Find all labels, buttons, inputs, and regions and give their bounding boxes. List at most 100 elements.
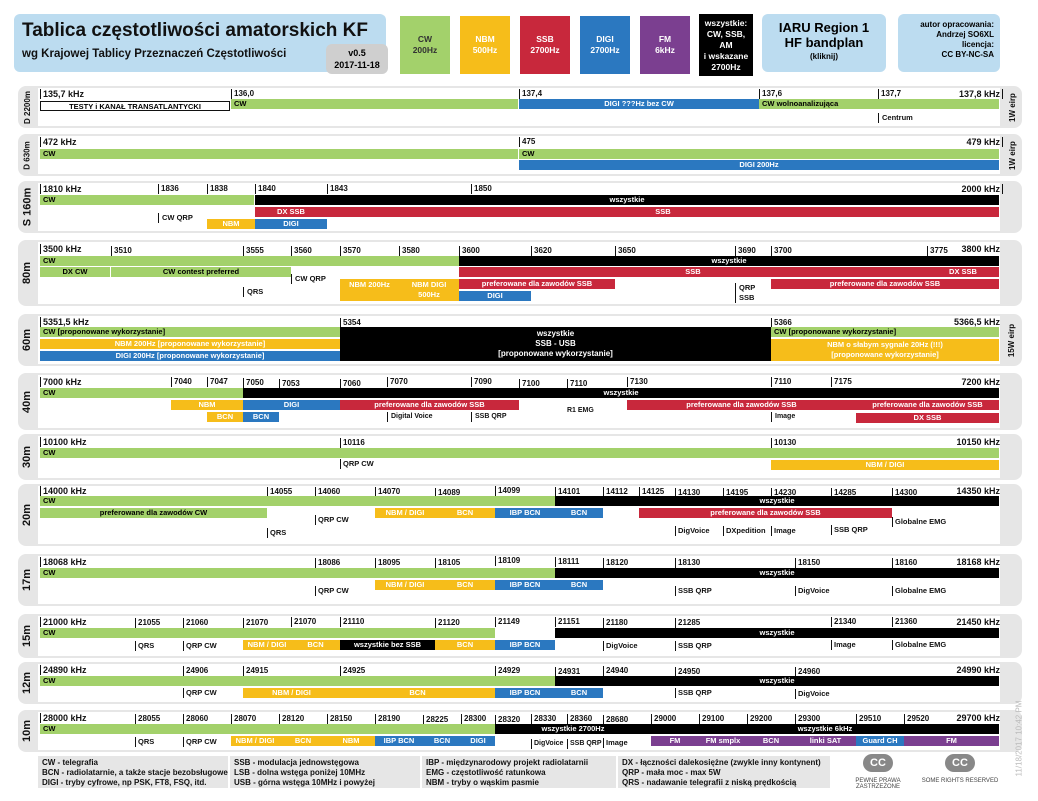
seg-80m-contestssb1: preferowane dla zawodów SSB xyxy=(459,279,615,289)
label-15m-image: Image xyxy=(831,640,856,650)
mark-30m: 10130 xyxy=(771,438,796,448)
label-160m-cwqrp: CW QRP xyxy=(158,213,193,223)
legend-ssb-sub: 2700Hz xyxy=(530,45,560,55)
mark-12m: 24929 xyxy=(495,666,520,676)
side-label-60m: 15W eirp xyxy=(1002,314,1022,366)
band-name-40m: 40m xyxy=(21,390,33,413)
seg-12m-bcn2: BCN xyxy=(555,688,603,698)
mark-80m: 3690 xyxy=(735,246,756,256)
mark-40m: 7047 xyxy=(207,377,228,387)
label-17m-emg: Globalne EMG xyxy=(892,586,946,596)
footer-col4-line: QRP - mała moc - max 5W xyxy=(622,768,721,777)
label-17m-ssbqrp: SSB QRP xyxy=(675,586,712,596)
mark-80m: 3700 xyxy=(771,246,792,256)
side-label-2200m: 1W eirp xyxy=(1002,86,1022,128)
iaru-link[interactable]: (kliknij) xyxy=(809,52,838,61)
seg-80m-digi: DIGI xyxy=(459,291,531,301)
seg-10m-digi: DIGI xyxy=(461,736,495,746)
band-label-17m: 17m xyxy=(18,554,36,606)
mark-2200m: 137,4 xyxy=(519,89,542,99)
mark-15m-start: 21000 kHz xyxy=(40,617,87,627)
label-15m-digvoice: DigVoice xyxy=(603,641,638,651)
mark-17m-start: 18068 kHz xyxy=(40,557,87,567)
mark-10m: 29000 xyxy=(651,714,676,724)
iaru-bandplan-link[interactable]: IARU Region 1 HF bandplan (kliknij) xyxy=(762,14,886,72)
mark-10m-end: 29700 kHz xyxy=(956,713,1000,723)
legend-digi-sub: 2700Hz xyxy=(590,45,620,55)
mark-60m: 5354 xyxy=(340,318,361,328)
seg-17m-cw: CW xyxy=(40,568,555,578)
seg-10m-fm1: FM xyxy=(651,736,699,746)
mark-12m: 24940 xyxy=(603,666,628,676)
legend-ssb: SSB 2700Hz xyxy=(520,16,570,74)
mark-80m: 3560 xyxy=(291,246,312,256)
label-10m-qrpcw: QRP CW xyxy=(183,737,217,747)
seg-10m-cw: CW xyxy=(40,724,495,734)
timestamp-text: 11/18/2017 10:42 PM xyxy=(1014,700,1024,776)
mark-80m-start: 3500 kHz xyxy=(40,244,82,254)
mark-80m: 3580 xyxy=(399,246,420,256)
band-label-20m: 20m xyxy=(18,484,36,546)
legend-fm-sub: 6kHz xyxy=(655,45,675,55)
band-label-2200m: D 2200m xyxy=(18,86,36,128)
legend-all-sub: i wskazane 2700Hz xyxy=(703,50,749,72)
mark-10m: 28070 xyxy=(231,714,256,724)
mark-10m: 28120 xyxy=(279,714,304,724)
mark-10m: 28060 xyxy=(183,714,208,724)
seg-2200m-test: TESTY i KANAŁ TRANSATLANTYCKI xyxy=(40,101,230,111)
label-80m-cwqrp: CW QRP xyxy=(291,274,326,284)
mark-20m: 14055 xyxy=(267,487,292,497)
iaru-line1: IARU Region 1 xyxy=(778,20,870,35)
seg-40m-contestssb3: preferowane dla zawodów SSB xyxy=(856,400,999,410)
page-subtitle: wg Krajowej Tablicy Przeznaczeń Częstotl… xyxy=(22,48,287,60)
seg-10m-sat: linki SAT xyxy=(795,736,856,746)
mark-30m: 10116 xyxy=(340,438,365,448)
mark-630m-end: 479 kHz xyxy=(930,137,1003,147)
cc-text-pl: PEWNE PRAWA ZASTRZEŻONE xyxy=(855,778,901,790)
seg-80m-contest: CW contest preferred xyxy=(111,267,291,277)
mark-80m: 3510 xyxy=(111,246,132,256)
seg-80m-all: wszystkie xyxy=(459,256,999,266)
seg-40m-all: wszystkie xyxy=(243,388,999,398)
mark-10m: 28360 xyxy=(567,714,592,724)
label-12m-digvoice: DigVoice xyxy=(795,689,830,699)
seg-10m-fm2: FM xyxy=(904,736,999,746)
seg-160m-nbm: NBM xyxy=(207,219,255,229)
label-20m-emg: Globalne EMG xyxy=(892,517,946,527)
mark-2200m: 137,6 xyxy=(759,89,782,99)
title-panel: Tablica częstotliwości amatorskich KF wg… xyxy=(14,14,388,74)
seg-60m-all-l1: wszystkie xyxy=(536,329,575,338)
mark-15m: 21285 xyxy=(675,618,700,628)
label-40m-image: Image xyxy=(771,412,795,422)
mark-20m: 14101 xyxy=(555,487,580,497)
label-10m-qrs: QRS xyxy=(135,737,154,747)
mark-10m: 28330 xyxy=(531,714,556,724)
legend-all: wszystkie: CW, SSB, AM i wskazane 2700Hz xyxy=(699,14,753,76)
label-40m-digvoice: Digital Voice xyxy=(387,412,433,422)
mark-12m-end: 24990 kHz xyxy=(956,665,1000,675)
band-name-160m: S 160m xyxy=(21,187,33,227)
seg-80m-dxcw: DX CW xyxy=(40,267,110,277)
footer-col2-line: USB - górna wstęga 10MHz i powyżej xyxy=(234,778,375,787)
seg-80m-nbm200: NBM 200Hz xyxy=(340,279,399,301)
seg-2200m-cw: CW xyxy=(231,99,518,109)
seg-60m-all-l2: SSB - USB xyxy=(535,339,576,348)
mark-17m: 18105 xyxy=(435,558,460,568)
mark-80m: 3570 xyxy=(340,246,361,256)
mark-30m-start: 10100 kHz xyxy=(40,437,87,447)
legend-nbm: NBM 500Hz xyxy=(460,16,510,74)
label-15m-ssbqrp: SSB QRP xyxy=(675,641,712,651)
label-30m-qrpcw: QRP CW xyxy=(340,459,374,469)
seg-40m-contestssb1: preferowane dla zawodów SSB xyxy=(340,400,519,410)
mark-80m-end: 3800 kHz xyxy=(961,244,1000,254)
mark-40m: 7050 xyxy=(243,378,264,388)
band-label-60m: 60m xyxy=(18,314,36,366)
band-label-30m: 30m xyxy=(18,434,36,480)
band-label-15m: 15m xyxy=(18,614,36,658)
label-10m-ssbqrp: SSB QRP xyxy=(567,739,602,749)
band-name-630m: D 630m xyxy=(22,140,32,170)
seg-630m-cw2: CW xyxy=(519,149,999,159)
seg-20m-all: wszystkie xyxy=(555,496,999,506)
mark-630m-start: 472 kHz xyxy=(40,137,77,147)
seg-60m-all: wszystkie SSB - USB [proponowane wykorzy… xyxy=(340,327,771,361)
